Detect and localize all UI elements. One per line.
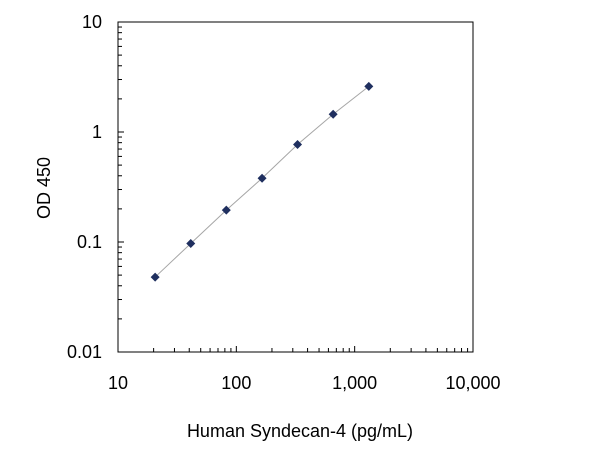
x-minor-ticks xyxy=(117,346,469,352)
x-tick-label: 10 xyxy=(108,373,128,393)
data-point xyxy=(186,238,196,248)
plot-area xyxy=(117,21,474,353)
x-tick-label: 1,000 xyxy=(332,373,377,393)
data-point xyxy=(328,109,338,119)
data-point xyxy=(150,272,160,282)
data-point xyxy=(364,81,374,91)
x-tick-label: 100 xyxy=(221,373,251,393)
data-points xyxy=(150,81,374,282)
x-tick-label: 10,000 xyxy=(445,373,500,393)
x-tick-labels: 10 100 1,000 10,000 xyxy=(108,373,501,393)
y-tick-label: 0.01 xyxy=(67,342,102,362)
y-tick-labels: 0.01 0.1 1 10 xyxy=(67,12,102,362)
y-axis-label: OD 450 xyxy=(34,157,54,219)
data-point xyxy=(257,173,267,183)
data-point xyxy=(221,205,231,215)
x-axis-label: Human Syndecan-4 (pg/mL) xyxy=(187,421,413,441)
y-tick-label: 10 xyxy=(82,12,102,32)
y-minor-ticks xyxy=(118,26,124,353)
data-point xyxy=(293,139,303,149)
y-tick-label: 0.1 xyxy=(77,232,102,252)
y-tick-label: 1 xyxy=(92,122,102,142)
